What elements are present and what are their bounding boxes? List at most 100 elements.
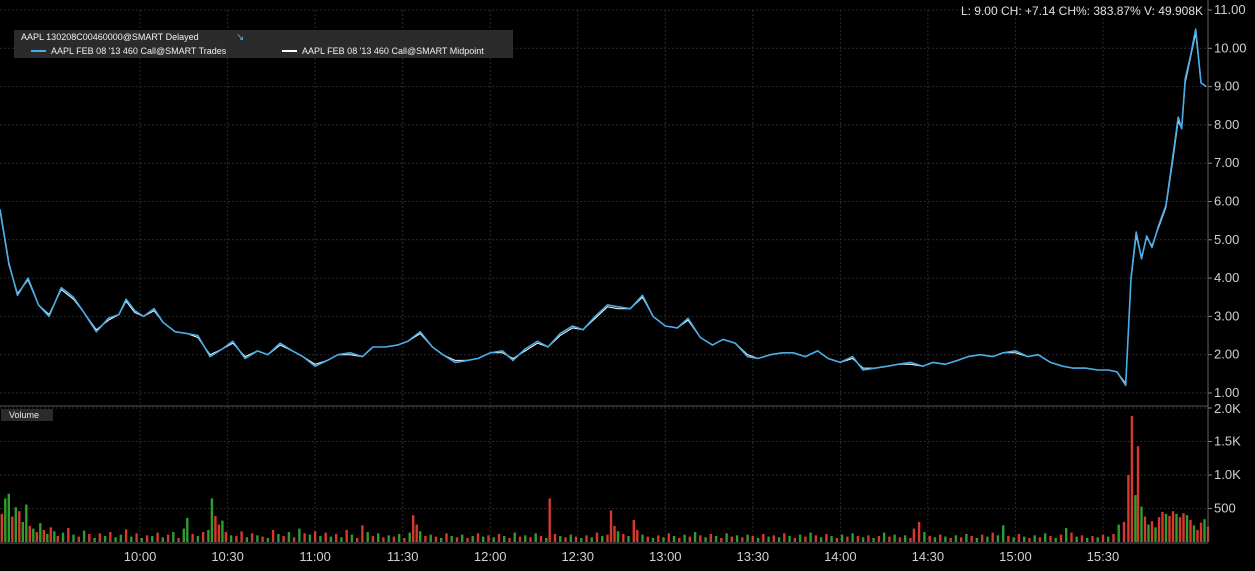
volume-bar[interactable] [545,538,548,542]
volume-bar[interactable] [595,532,599,542]
volume-bar[interactable] [923,532,926,542]
volume-bar[interactable] [1054,538,1057,542]
volume-bar[interactable] [1044,533,1047,542]
volume-bar[interactable] [88,534,91,542]
volume-bar[interactable] [954,535,958,542]
volume-bar[interactable] [1007,536,1010,542]
volume-bar[interactable] [497,534,501,542]
volume-bar[interactable] [746,534,749,542]
volume-bar[interactable] [28,525,31,542]
volume-bar[interactable] [151,536,154,542]
volume-bar[interactable] [1107,536,1110,542]
volume-bar[interactable] [688,536,691,542]
volume-bar[interactable] [229,535,233,542]
volume-bar[interactable] [559,536,562,542]
volume-bar[interactable] [616,531,620,542]
volume-bar[interactable] [861,537,865,542]
volume-bar[interactable] [21,521,24,542]
volume-bar[interactable] [651,538,655,542]
volume-bar[interactable] [382,537,385,542]
volume-bar[interactable] [529,537,532,542]
volume-bar[interactable] [172,532,175,542]
volume-bar[interactable] [403,538,406,542]
volume-bar[interactable] [524,535,527,542]
volume-bar[interactable] [585,535,588,542]
volume-bar[interactable] [1117,524,1120,542]
volume-bar[interactable] [266,538,270,542]
volume-bar[interactable] [898,537,902,542]
volume-bar[interactable] [1182,513,1185,542]
volume-bar[interactable] [398,534,401,542]
volume-bar[interactable] [1164,513,1168,542]
volume-bar[interactable] [840,534,844,542]
volume-bar[interactable] [627,536,630,542]
legend-box[interactable]: AAPL 130208C00460000@SMART Delayed ↘ AAP… [14,30,513,58]
volume-bar[interactable] [1012,537,1015,542]
volume-bar[interactable] [1033,535,1036,542]
volume-bar[interactable] [944,536,947,542]
volume-bar[interactable] [1154,527,1157,542]
volume-bar[interactable] [1070,532,1073,542]
volume-bar[interactable] [1147,524,1150,542]
volume-bar[interactable] [1140,506,1143,543]
volume-bar[interactable] [98,533,101,542]
volume-bar[interactable] [539,536,543,542]
volume-bar[interactable] [809,532,812,542]
volume-bar[interactable] [419,531,422,542]
volume-bar[interactable] [622,534,625,542]
volume-bar[interactable] [1136,446,1140,542]
volume-bar[interactable] [1130,416,1134,542]
volume-bar[interactable] [240,531,243,542]
volume-bar[interactable] [917,521,921,542]
volume-bar[interactable] [11,516,14,543]
volume-bar[interactable] [313,531,317,542]
volume-bar[interactable] [609,510,613,543]
volume-bar[interactable] [1086,538,1089,542]
volume-bar[interactable] [1059,534,1063,542]
volume-bar[interactable] [632,519,635,542]
volume-bar[interactable] [476,533,480,542]
volume-bar[interactable] [271,529,275,542]
volume-bar[interactable] [156,532,159,542]
volume-bar[interactable] [835,538,839,542]
volume-bar[interactable] [783,533,786,542]
legend-arrow-icon[interactable]: ↘ [236,32,245,43]
volume-plot[interactable] [0,416,1210,543]
volume-bar[interactable] [646,536,649,542]
volume-bar[interactable] [1049,536,1052,542]
volume-bar[interactable] [503,536,506,542]
volume-bar[interactable] [135,533,138,542]
volume-bar[interactable] [303,533,306,542]
volume-bar[interactable] [1002,525,1005,543]
volume-bar[interactable] [960,537,963,542]
volume-bar[interactable] [377,533,380,542]
volume-bar[interactable] [672,536,676,542]
volume-bar[interactable] [235,536,238,542]
volume-bar[interactable] [1122,521,1126,542]
volume-bar[interactable] [1171,511,1175,542]
volume-bar[interactable] [762,534,765,542]
volume-bar[interactable] [56,536,59,542]
volume-bar[interactable] [1038,537,1042,542]
volume-bar[interactable] [856,536,860,542]
volume-bar[interactable] [1096,537,1099,542]
volume-bar[interactable] [93,538,96,542]
volume-bar[interactable] [975,538,979,542]
volume-bar[interactable] [772,535,775,542]
volume-bar[interactable] [166,534,170,542]
volume-bar[interactable] [186,517,189,542]
volume-bar[interactable] [912,528,916,542]
volume-bar[interactable] [814,535,818,542]
volume-bar[interactable] [909,538,912,542]
volume-bar[interactable] [182,528,185,542]
volume-bar[interactable] [335,534,338,542]
volume-bar[interactable] [928,536,931,542]
volume-bar[interactable] [804,536,807,542]
legend-item-trades[interactable]: AAPL FEB 08 '13 460 Call@SMART Trades [31,46,226,56]
volume-bar[interactable] [574,536,578,542]
volume-bar[interactable] [217,524,221,542]
volume-bar[interactable] [210,498,214,542]
volume-bar[interactable] [77,536,80,542]
volume-bar[interactable] [201,532,205,542]
volume-bar[interactable] [667,533,670,542]
